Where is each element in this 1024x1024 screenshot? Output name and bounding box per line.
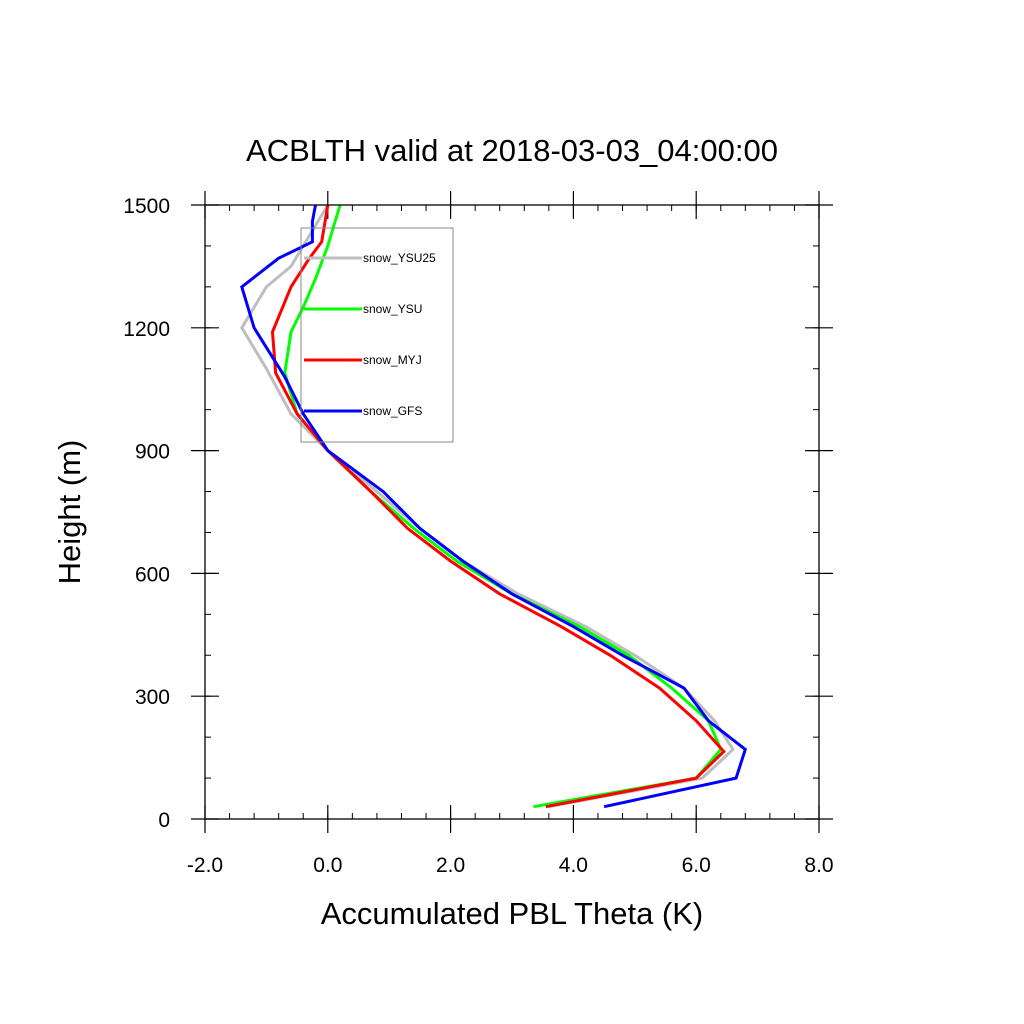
- y-tick-label: 1200: [123, 318, 170, 341]
- x-minor-ticks: [204, 205, 820, 819]
- x-tick-label: 6.0: [682, 854, 711, 877]
- legend-box: [300, 227, 454, 443]
- y-tick-label: 1500: [123, 195, 170, 218]
- y-tick-label: 600: [135, 563, 170, 586]
- legend-label-snow-gfs: snow_GFS: [363, 404, 422, 418]
- plot-frame: [204, 204, 820, 820]
- series-line-snow-gfs: [240, 204, 748, 809]
- legend-items: snow_YSU25 snow_YSU snow_MYJ snow_GFS: [304, 251, 436, 418]
- y-axis-label: Height (m): [52, 440, 87, 585]
- legend-label-snow-ysu25: snow_YSU25: [363, 251, 436, 265]
- y-tick-label: 300: [135, 686, 170, 709]
- legend-label-snow-myj: snow_MYJ: [363, 353, 422, 367]
- y-minor-ticks: [205, 204, 819, 820]
- y-tick-label: 900: [135, 441, 170, 464]
- legend-label-snow-ysu: snow_YSU: [363, 302, 422, 316]
- series-line-snow-ysu25: [240, 204, 735, 809]
- series-line-snow-ysu: [283, 204, 723, 809]
- x-tick-label: 0.0: [313, 854, 342, 877]
- x-tick-label: 4.0: [559, 854, 588, 877]
- chart-title: ACBLTH valid at 2018-03-03_04:00:00: [246, 133, 778, 168]
- series-layer: [240, 204, 748, 809]
- x-axis-label: Accumulated PBL Theta (K): [321, 896, 704, 931]
- x-tick-label: -2.0: [187, 854, 223, 877]
- y-tick-labels: 0 300 600 900 1200 1500: [123, 195, 170, 832]
- legend: snow_YSU25 snow_YSU snow_MYJ snow_GFS: [300, 227, 454, 443]
- x-tick-labels: -2.0 0.0 2.0 4.0 6.0 8.0: [187, 854, 834, 877]
- x-tick-label: 2.0: [436, 854, 465, 877]
- y-tick-label: 0: [158, 809, 170, 832]
- x-tick-label: 8.0: [804, 854, 833, 877]
- series-line-snow-myj: [270, 204, 726, 809]
